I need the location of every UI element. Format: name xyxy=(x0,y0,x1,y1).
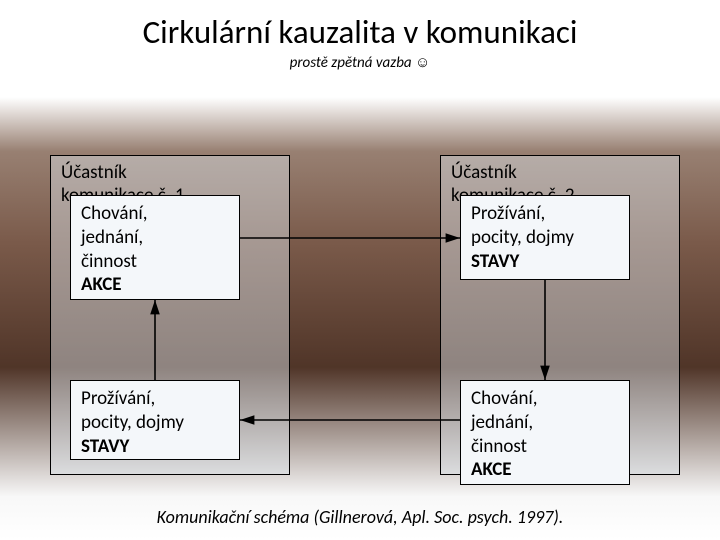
box-action-2: Chování, jednání, činnost AKCE xyxy=(460,380,630,485)
box-state-2: Prožívání, pocity, dojmy STAVY xyxy=(460,195,630,280)
page-subtitle: prostě zpětná vazba ☺ xyxy=(0,54,720,72)
box-action-1-line: jednání, xyxy=(81,226,229,250)
box-action-1-bold: AKCE xyxy=(81,273,229,297)
source-caption: Komunikační schéma (Gillnerová, Apl. Soc… xyxy=(0,506,720,528)
box-action-1-line: činnost xyxy=(81,250,229,274)
box-state-2-line: pocity, dojmy xyxy=(471,226,619,250)
box-state-1-bold: STAVY xyxy=(81,435,229,459)
box-action-2-line: Chování, xyxy=(471,387,619,411)
box-state-2-line: Prožívání, xyxy=(471,202,619,226)
box-state-1-line: Prožívání, xyxy=(81,387,229,411)
page-title: Cirkulární kauzalita v komunikaci xyxy=(0,0,720,52)
box-action-1: Chování, jednání, činnost AKCE xyxy=(70,195,240,300)
box-action-2-line: činnost xyxy=(471,435,619,459)
box-state-1-line: pocity, dojmy xyxy=(81,411,229,435)
box-action-1-line: Chování, xyxy=(81,202,229,226)
box-action-2-line: jednání, xyxy=(471,411,619,435)
box-state-2-bold: STAVY xyxy=(471,250,619,274)
box-state-1: Prožívání, pocity, dojmy STAVY xyxy=(70,380,240,460)
box-action-2-bold: AKCE xyxy=(471,458,619,482)
